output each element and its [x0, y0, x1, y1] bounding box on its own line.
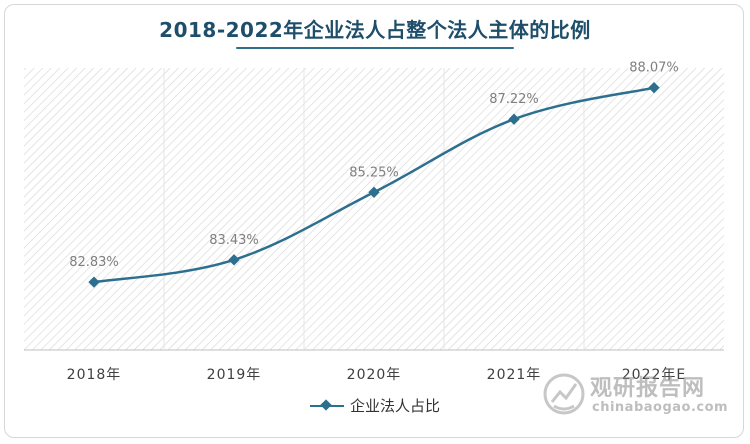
data-label: 85.25% — [349, 165, 399, 180]
x-tick-label: 2019年 — [207, 367, 262, 383]
watermark-cn-text: 观研报告网 — [590, 376, 706, 401]
data-label: 83.43% — [209, 233, 259, 248]
data-label: 87.22% — [489, 92, 539, 107]
x-tick-label: 2022年E — [622, 367, 686, 383]
watermark-logo-icon — [543, 373, 585, 415]
chart-title: 2018-2022年企业法人占整个法人主体的比例 — [157, 14, 593, 49]
legend-swatch-icon — [309, 398, 344, 412]
x-tick-labels: 2018年 2019年 2020年 2021年 2022年E — [67, 367, 686, 383]
data-label: 82.83% — [69, 255, 119, 270]
title-underline — [235, 47, 515, 49]
data-point-marker — [368, 186, 380, 198]
category-dividers — [163, 68, 585, 350]
x-tick-label: 2020年 — [347, 367, 402, 383]
data-label: 88.07% — [629, 61, 679, 76]
watermark: 观研报告网 chinabaogao.com — [542, 368, 732, 422]
legend-label: 企业法人占比 — [349, 397, 440, 415]
chart-title-text: 2018-2022年企业法人占整个法人主体的比例 — [159, 18, 591, 42]
watermark-en-text: chinabaogao.com — [592, 400, 729, 415]
title-container: 2018-2022年企业法人占整个法人主体的比例 — [0, 14, 750, 49]
data-labels: 82.83% 83.43% 85.25% 87.22% 88.07% — [69, 61, 679, 270]
plot-area — [24, 68, 724, 350]
x-tick-label: 2018年 — [67, 367, 122, 383]
legend: 企业法人占比 — [0, 395, 750, 416]
legend-item: 企业法人占比 — [309, 395, 440, 416]
x-tick-label: 2021年 — [487, 367, 542, 383]
